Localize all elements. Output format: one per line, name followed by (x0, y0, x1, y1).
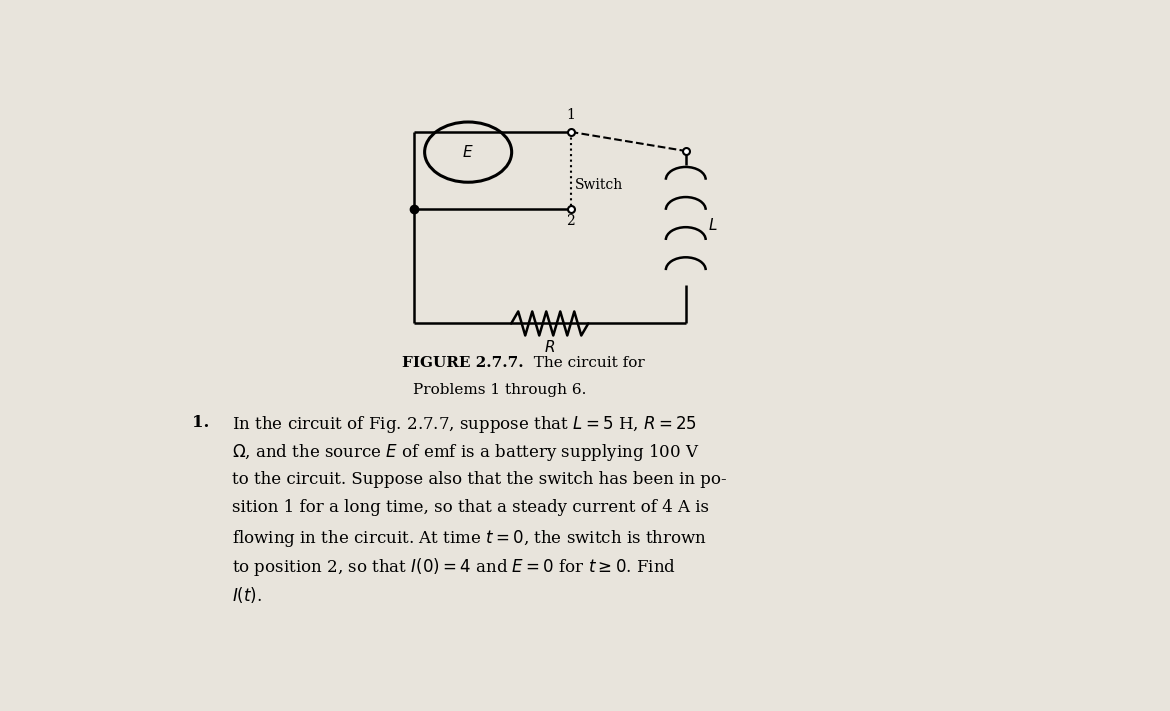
Text: $L$: $L$ (708, 217, 718, 233)
Text: The circuit for: The circuit for (524, 356, 645, 370)
Text: $E$: $E$ (462, 144, 474, 160)
Text: 1.: 1. (192, 414, 209, 431)
Text: FIGURE 2.7.7.: FIGURE 2.7.7. (402, 356, 524, 370)
Text: sition 1 for a long time, so that a steady current of 4 A is: sition 1 for a long time, so that a stea… (233, 499, 709, 516)
Text: to position 2, so that $I(0) = 4$ and $E = 0$ for $t \geq 0$. Find: to position 2, so that $I(0) = 4$ and $E… (233, 556, 676, 578)
Text: In the circuit of Fig. 2.7.7, suppose that $L = 5$ H, $R = 25$: In the circuit of Fig. 2.7.7, suppose th… (233, 414, 697, 435)
Text: $R$: $R$ (544, 339, 556, 355)
Text: Problems 1 through 6.: Problems 1 through 6. (413, 383, 586, 397)
Text: to the circuit. Suppose also that the switch has been in po-: to the circuit. Suppose also that the sw… (233, 471, 727, 488)
Text: 2: 2 (566, 214, 574, 228)
Text: 1: 1 (566, 108, 574, 122)
Text: Switch: Switch (576, 178, 624, 193)
Text: flowing in the circuit. At time $t = 0$, the switch is thrown: flowing in the circuit. At time $t = 0$,… (233, 528, 708, 549)
Text: $\Omega$, and the source $E$ of emf is a battery supplying 100 V: $\Omega$, and the source $E$ of emf is a… (233, 442, 700, 464)
Text: $I(t)$.: $I(t)$. (233, 584, 262, 604)
